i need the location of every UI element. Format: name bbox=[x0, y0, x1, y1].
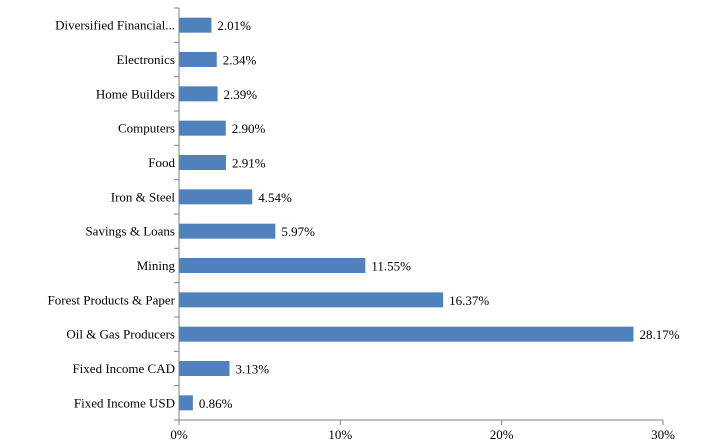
category-label-iron-steel: Iron & Steel bbox=[111, 189, 176, 204]
x-axis-ticks: 0% 10% 20% 30% bbox=[170, 420, 675, 442]
bar-mining bbox=[179, 258, 366, 273]
category-label-savings-loans: Savings & Loans bbox=[85, 224, 175, 239]
value-label-fixed-income-cad: 3.13% bbox=[235, 362, 269, 377]
bar-fixed-income-cad bbox=[179, 361, 230, 376]
category-label-mining: Mining bbox=[137, 258, 176, 273]
value-label-computers: 2.90% bbox=[232, 121, 266, 136]
x-tick-label: 30% bbox=[651, 427, 675, 442]
value-label-forest-products-paper: 16.37% bbox=[449, 293, 489, 308]
x-tick-label: 10% bbox=[328, 427, 352, 442]
category-label-home-builders: Home Builders bbox=[96, 86, 175, 101]
value-label-savings-loans: 5.97% bbox=[281, 224, 315, 239]
category-label-fixed-income-cad: Fixed Income CAD bbox=[72, 361, 175, 376]
bar-iron-steel bbox=[179, 189, 253, 205]
category-label-computers: Computers bbox=[118, 121, 175, 136]
bar-fixed-income-usd bbox=[179, 395, 193, 411]
bar-forest-products-paper bbox=[179, 292, 444, 308]
value-label-electronics: 2.34% bbox=[223, 53, 257, 68]
x-tick-label: 0% bbox=[170, 427, 188, 442]
value-label-home-builders: 2.39% bbox=[224, 87, 258, 102]
bar-computers bbox=[179, 120, 226, 136]
x-tick-label: 20% bbox=[490, 427, 514, 442]
bar-home-builders bbox=[179, 86, 218, 102]
value-label-mining: 11.55% bbox=[371, 259, 411, 274]
bar-oil-gas-producers bbox=[179, 326, 634, 342]
bar-food bbox=[179, 155, 226, 170]
value-label-diversified-financial: 2.01% bbox=[217, 18, 251, 33]
category-label-forest-products-paper: Forest Products & Paper bbox=[48, 292, 176, 307]
category-label-diversified-financial: Diversified Financial... bbox=[55, 18, 175, 33]
y-axis-ticks bbox=[174, 7, 179, 421]
value-label-food: 2.91% bbox=[232, 156, 266, 171]
bar-savings-loans bbox=[179, 223, 276, 239]
category-labels: Diversified Financial... Electronics Home … bbox=[48, 18, 176, 411]
value-label-iron-steel: 4.54% bbox=[258, 190, 292, 205]
value-label-oil-gas-producers: 28.17% bbox=[639, 327, 679, 342]
value-label-fixed-income-usd: 0.86% bbox=[199, 396, 233, 411]
bar-diversified-financial bbox=[179, 17, 212, 33]
value-labels: 2.01% 2.34% 2.39% 2.90% 2.91% 4.54% 5.97% 11.55… bbox=[199, 18, 680, 411]
bars bbox=[179, 17, 634, 411]
category-label-food: Food bbox=[148, 155, 175, 170]
category-label-fixed-income-usd: Fixed Income USD bbox=[74, 395, 175, 410]
category-label-electronics: Electronics bbox=[117, 52, 175, 67]
bar-electronics bbox=[179, 52, 217, 67]
category-label-oil-gas-producers: Oil & Gas Producers bbox=[66, 327, 175, 342]
